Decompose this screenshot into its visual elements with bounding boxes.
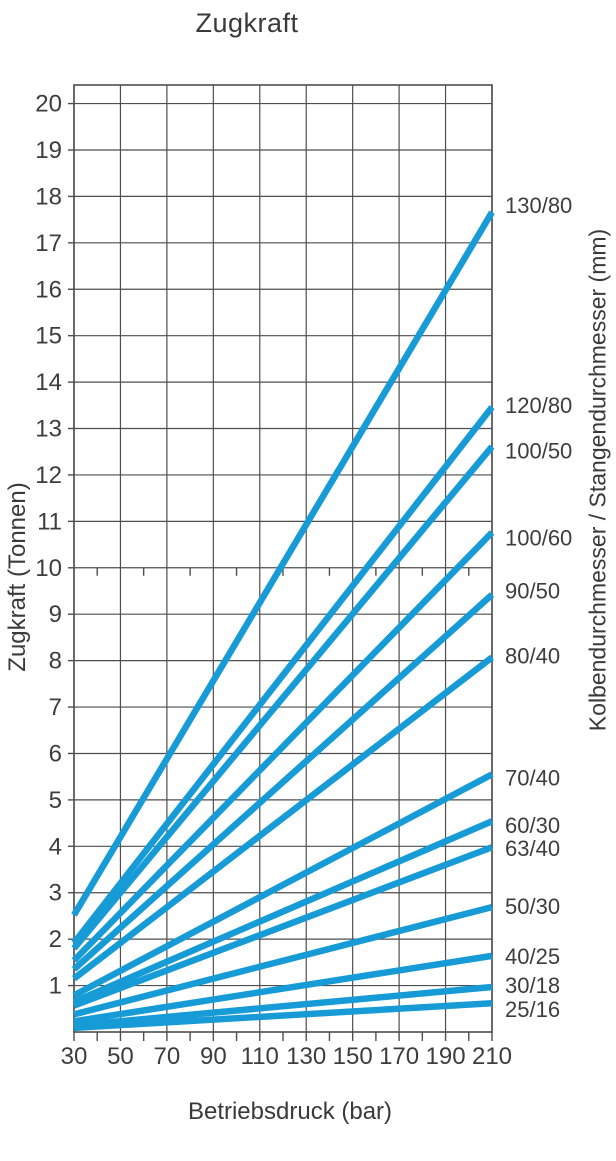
y-tick-label: 5 bbox=[49, 787, 62, 814]
x-tick-label: 110 bbox=[241, 1043, 279, 1070]
y-tick-label: 16 bbox=[35, 276, 62, 303]
y-tick-label: 10 bbox=[35, 555, 62, 582]
series-label: 100/50 bbox=[505, 439, 572, 464]
y-tick-label: 2 bbox=[49, 926, 62, 953]
series-label: 80/40 bbox=[505, 643, 560, 668]
y-tick-label: 12 bbox=[35, 462, 62, 489]
x-tick-label: 30 bbox=[61, 1043, 88, 1070]
series-line bbox=[71, 530, 495, 963]
y-tick-label: 20 bbox=[35, 91, 62, 118]
series-label: 25/16 bbox=[505, 997, 560, 1022]
x-tick-label: 90 bbox=[200, 1043, 227, 1070]
series-line bbox=[73, 903, 493, 1018]
series-label: 90/50 bbox=[505, 579, 560, 604]
y-tick-label: 19 bbox=[35, 137, 62, 164]
y-tick-label: 4 bbox=[49, 833, 62, 860]
y-tick-label: 9 bbox=[49, 601, 62, 628]
series-line bbox=[73, 983, 493, 1029]
y-tick-label: 18 bbox=[35, 183, 62, 210]
y-tick-label: 11 bbox=[37, 508, 62, 535]
x-axis-title: Betriebsdruck (bar) bbox=[187, 1098, 393, 1125]
series-line bbox=[72, 818, 494, 1005]
series-label: 63/40 bbox=[505, 836, 560, 861]
series-line bbox=[72, 654, 494, 982]
series-line bbox=[71, 592, 495, 972]
series-label: 130/80 bbox=[505, 193, 572, 218]
x-tick-label: 190 bbox=[426, 1043, 466, 1070]
x-tick-label: 50 bbox=[107, 1043, 134, 1070]
right-axis-title: Kolbendurchmesser / Stangendurchmesser (… bbox=[584, 228, 611, 732]
series-line bbox=[73, 952, 493, 1025]
series-line bbox=[73, 999, 493, 1032]
y-tick-label: 14 bbox=[35, 369, 62, 396]
y-tick-label: 3 bbox=[49, 880, 62, 907]
series-label: 50/30 bbox=[505, 894, 560, 919]
series-line bbox=[71, 405, 495, 945]
x-tick-label: 170 bbox=[379, 1043, 419, 1070]
y-tick-label: 17 bbox=[35, 230, 62, 257]
x-tick-label: 150 bbox=[333, 1043, 373, 1070]
series-label: 30/18 bbox=[505, 973, 560, 998]
x-tick-label: 130 bbox=[286, 1043, 326, 1070]
series-line bbox=[72, 844, 494, 1009]
series-label: 100/60 bbox=[505, 526, 572, 551]
y-tick-label: 6 bbox=[49, 740, 62, 767]
x-tick-label: 70 bbox=[154, 1043, 181, 1070]
x-tick-label: 210 bbox=[472, 1043, 512, 1070]
y-tick-label: 7 bbox=[49, 694, 62, 721]
series-label: 120/80 bbox=[505, 393, 572, 418]
y-axis-title: Zugkraft (Tonnen) bbox=[4, 482, 31, 672]
series-line bbox=[72, 771, 494, 999]
series-line bbox=[71, 444, 495, 951]
y-tick-label: 13 bbox=[35, 416, 62, 443]
chart-title: Zugkraft bbox=[195, 8, 299, 38]
y-tick-label: 1 bbox=[49, 973, 62, 1000]
series-line bbox=[71, 210, 495, 917]
series-label: 70/40 bbox=[505, 765, 560, 790]
y-tick-label: 8 bbox=[49, 648, 62, 675]
series-label: 40/25 bbox=[505, 944, 560, 969]
series-label: 60/30 bbox=[505, 813, 560, 838]
y-tick-label: 15 bbox=[35, 323, 62, 350]
